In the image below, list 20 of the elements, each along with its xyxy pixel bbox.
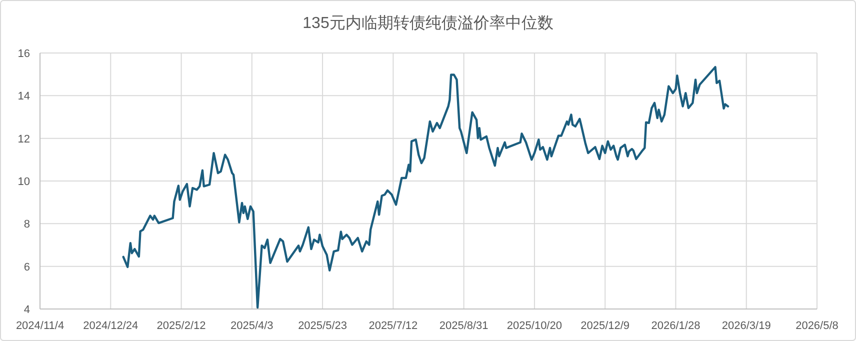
y-tick-label: 8	[24, 218, 30, 231]
x-tick-label: 2024/11/4	[16, 320, 64, 332]
x-tick-label: 2025/8/31	[439, 320, 488, 332]
y-tick-label: 12	[18, 133, 30, 146]
y-tick-label: 10	[18, 176, 30, 188]
x-tick-label: 2026/5/8	[796, 320, 838, 332]
x-tick-label: 2025/7/12	[368, 320, 418, 332]
x-tick-label: 2024/12/24	[83, 320, 138, 332]
x-tick-label: 2025/5/23	[298, 320, 348, 332]
y-tick-label: 16	[18, 48, 30, 60]
x-tick-label: 2025/10/20	[506, 320, 562, 332]
x-tick-label: 2025/4/3	[230, 320, 274, 332]
y-tick-label: 4	[24, 304, 30, 316]
x-tick-label: 2026/3/19	[722, 320, 771, 332]
chart-title: 135元内临期转债纯债溢价率中位数	[302, 14, 554, 32]
x-tick-label: 2025/12/9	[580, 320, 630, 332]
y-tick-label: 6	[24, 261, 30, 274]
x-tick-label: 2025/2/12	[156, 320, 206, 332]
y-tick-label: 14	[18, 90, 30, 103]
x-tick-label: 2026/1/28	[651, 320, 700, 332]
